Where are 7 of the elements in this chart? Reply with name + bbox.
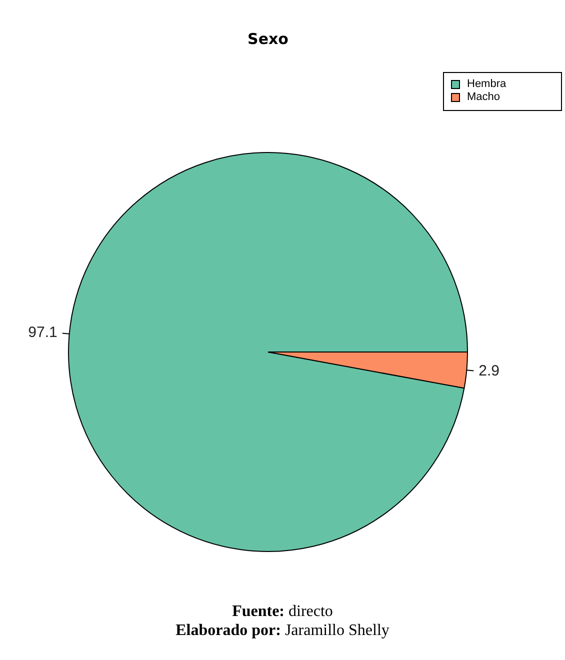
data-label: 2.9 (478, 362, 500, 380)
legend-label: Macho (467, 91, 500, 104)
chart-title: Sexo (248, 30, 288, 48)
data-label: 97.1 (28, 324, 58, 341)
legend-label: Hembra (467, 78, 508, 90)
text: Elaborado por: Jaramillo Shelly (174, 621, 390, 640)
source-note: Fuente: directo (231, 602, 334, 621)
